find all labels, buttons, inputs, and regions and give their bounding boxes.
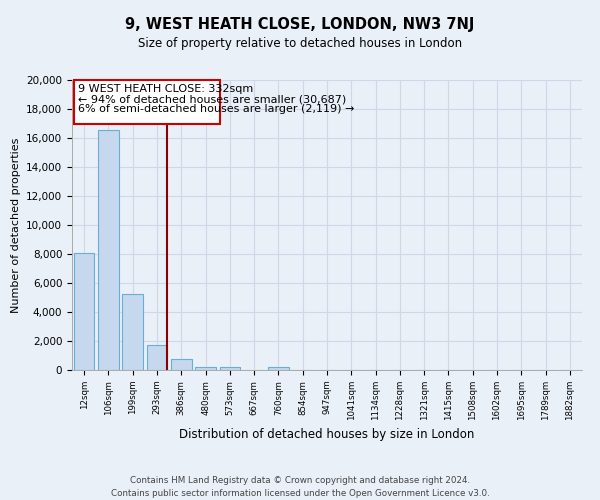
Text: 9, WEST HEATH CLOSE, LONDON, NW3 7NJ: 9, WEST HEATH CLOSE, LONDON, NW3 7NJ <box>125 18 475 32</box>
Bar <box>195 366 216 370</box>
FancyBboxPatch shape <box>74 80 220 124</box>
Text: Size of property relative to detached houses in London: Size of property relative to detached ho… <box>138 38 462 51</box>
Y-axis label: Number of detached properties: Number of detached properties <box>11 138 20 312</box>
Bar <box>146 344 167 370</box>
X-axis label: Distribution of detached houses by size in London: Distribution of detached houses by size … <box>179 428 475 442</box>
Bar <box>268 367 289 370</box>
Bar <box>74 254 94 370</box>
Text: 9 WEST HEATH CLOSE: 332sqm: 9 WEST HEATH CLOSE: 332sqm <box>77 84 253 94</box>
Text: 6% of semi-detached houses are larger (2,119) →: 6% of semi-detached houses are larger (2… <box>77 104 354 114</box>
Bar <box>98 130 119 370</box>
Bar <box>171 359 191 370</box>
Bar <box>220 368 240 370</box>
Bar <box>122 294 143 370</box>
Text: ← 94% of detached houses are smaller (30,687): ← 94% of detached houses are smaller (30… <box>77 94 346 104</box>
Text: Contains HM Land Registry data © Crown copyright and database right 2024.
Contai: Contains HM Land Registry data © Crown c… <box>110 476 490 498</box>
